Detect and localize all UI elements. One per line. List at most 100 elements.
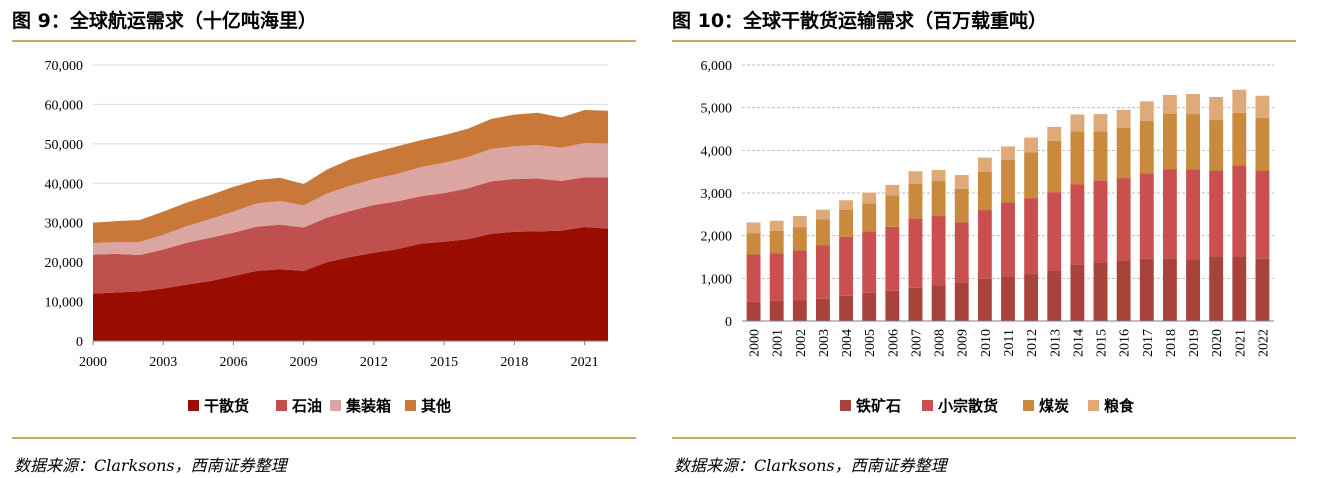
bar-segment-0 [931,285,946,321]
chart-title: 图 9：全球航运需求（十亿吨海里） [12,10,317,32]
bar-segment-1 [862,231,877,293]
legend-label: 石油 [291,397,322,415]
bar-segment-0 [1093,262,1108,321]
bar-segment-2 [862,203,877,232]
bar-segment-3 [816,209,830,220]
area-series-3 [93,109,608,244]
bar-segment-3 [839,200,854,210]
bar-segment-1 [977,210,992,279]
bar-segment-3 [1186,94,1200,115]
bar-segment-2 [977,171,992,211]
bar-segment-0 [977,278,992,321]
bar-segment-1 [1232,165,1247,257]
x-tick-label: 2018 [1164,329,1179,357]
y-tick-label: 50,000 [45,138,84,153]
bar-segment-1 [1047,192,1062,271]
bar-segment-3 [1024,137,1039,153]
bar-segment-1 [1116,178,1131,261]
legend-label: 粮食 [1104,397,1135,415]
legend-swatch [1088,400,1099,411]
bar-chart-dry-bulk-demand: 0 1,000 2,000 3,000 4,000 5,000 6,000 2000 2001 2… [701,59,1274,415]
bar-segment-0 [769,300,784,321]
x-tick-label: 2009 [290,355,318,370]
legend-swatch [1023,400,1034,411]
bar-segment-1 [792,250,807,301]
y-tick-label: 3,000 [701,187,733,202]
bar-segment-1 [1139,173,1154,259]
panel-dry-bulk-demand: 图 10：全球干散货运输需求（百万载重吨） 0 1,000 2,000 3,000 4,… [660,0,1308,478]
bar-segment-3 [885,184,900,196]
bar-segment-0 [1255,258,1270,321]
bar-segment-1 [1255,170,1270,259]
data-source-note: 数据来源：Clarksons，西南证券整理 [674,456,947,475]
x-tick-label: 2006 [219,355,247,370]
bar-segment-2 [746,233,761,255]
legend-label: 铁矿石 [856,397,901,415]
x-tick-label: 2015 [430,355,458,370]
x-tick-label: 2006 [886,329,901,357]
legend-swatch [188,400,199,411]
y-tick-label: 1,000 [701,272,733,287]
bar-segment-2 [1232,112,1247,166]
bar-segment-0 [1001,276,1015,321]
x-tick-label: 2005 [863,329,878,357]
bar-segment-1 [816,245,830,299]
y-tick-label: 5,000 [701,102,733,117]
bar-segment-3 [931,169,946,182]
y-tick-label: 10,000 [45,296,84,311]
bar-segment-0 [1116,260,1131,321]
x-tick-label: 2009 [956,329,971,357]
bar-segment-2 [839,209,854,237]
x-tick-label: 2003 [149,355,177,370]
source-divider [672,437,1296,439]
bar-segment-0 [839,295,854,321]
y-tick-label: 2,000 [701,230,733,245]
x-tick-label: 2004 [840,329,855,357]
chart-title: 图 10：全球干散货运输需求（百万载重吨） [672,10,1048,32]
bar-segment-1 [885,226,900,291]
bar-segment-1 [746,254,761,302]
y-tick-label: 70,000 [45,59,84,74]
legend-label: 其他 [421,397,451,415]
bar-segment-2 [931,181,946,217]
legend-swatch [276,400,287,411]
source-divider [12,437,636,439]
bar-segment-0 [908,287,923,321]
bar-segment-3 [1162,94,1177,114]
x-tick-label: 2012 [360,355,388,370]
x-tick-label: 2014 [1071,329,1086,357]
bar-segment-2 [1047,140,1062,193]
bar-segment-2 [885,195,900,227]
bar-segment-1 [1162,169,1177,259]
bar-segment-2 [1001,159,1015,203]
bar-segment-1 [1024,198,1039,275]
x-tick-label: 2021 [1233,329,1248,357]
bar-segment-3 [1001,146,1015,160]
legend-swatch [405,400,416,411]
legend-swatch [840,400,851,411]
bar-segment-0 [1209,256,1224,321]
x-tick-label: 2020 [1210,329,1225,357]
bar-segment-1 [839,236,854,296]
bar-segment-1 [931,216,946,286]
bar-segment-3 [1093,114,1108,132]
data-source-note: 数据来源：Clarksons，西南证券整理 [14,456,287,475]
bar-segment-0 [792,300,807,321]
bar-segment-1 [908,218,923,288]
bar-segment-1 [954,222,969,283]
x-tick-label: 2003 [817,329,832,357]
bar-segment-1 [1001,202,1015,277]
y-tick-label: 0 [725,315,732,330]
bar-segment-2 [1093,131,1108,181]
x-tick-label: 2002 [794,329,809,357]
legend-label: 集装箱 [345,397,391,415]
x-tick-label: 2019 [1187,329,1202,357]
x-tick-label: 2013 [1048,329,1063,357]
bar-segment-2 [1070,131,1085,185]
bar-segment-3 [1232,89,1247,113]
area-series-2 [93,143,608,256]
bar-segment-3 [954,175,969,189]
bar-segment-3 [1047,126,1062,141]
title-divider [12,40,636,42]
bar-segment-3 [1209,97,1224,121]
